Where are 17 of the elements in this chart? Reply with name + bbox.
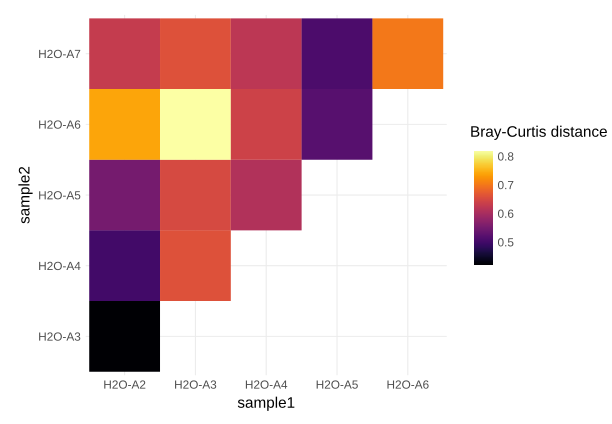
x-tick-label: H2O-A4: [246, 380, 288, 389]
x-tick-label: H2O-A5: [316, 380, 358, 389]
y-tick-label: H2O-A3: [39, 332, 80, 341]
y-tick-label: H2O-A6: [39, 120, 80, 129]
x-tick-label: H2O-A2: [104, 380, 146, 389]
x-tick-label: H2O-A6: [387, 380, 429, 389]
x-axis-title: sample1: [238, 396, 294, 411]
color-bar-label: 0.8: [498, 152, 514, 161]
y-axis-title: sample2: [18, 166, 33, 224]
color-bar-label: 0.6: [498, 210, 514, 218]
y-tick-label: H2O-A4: [39, 262, 80, 270]
color-bar-title: Bray-Curtis distance: [471, 126, 607, 140]
color-bar-label: 0.7: [498, 180, 514, 190]
y-tick-label: H2O-A7: [39, 50, 80, 58]
color-bar-label: 0.5: [498, 238, 514, 246]
y-tick-label: H2O-A5: [39, 191, 80, 200]
x-tick-label: H2O-A3: [175, 380, 216, 389]
